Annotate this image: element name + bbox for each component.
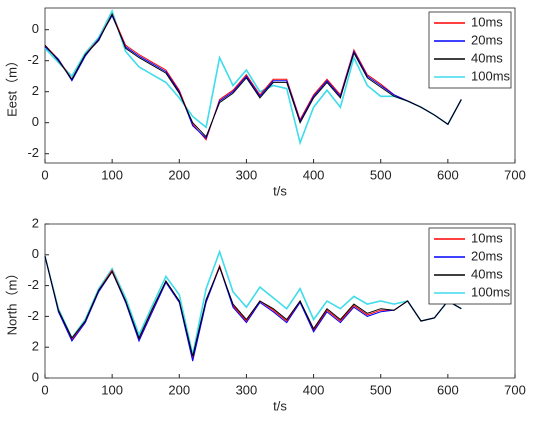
legend-label: 10ms bbox=[471, 14, 503, 29]
y-tick-label: -2 bbox=[27, 308, 39, 323]
y-tick-label: 2 bbox=[32, 339, 39, 354]
legend-label: 40ms bbox=[471, 50, 503, 65]
x-tick-label: 0 bbox=[41, 382, 48, 397]
legend-label: 20ms bbox=[471, 32, 503, 47]
y-tick-label: -2 bbox=[27, 145, 39, 160]
x-tick-label: 400 bbox=[303, 167, 325, 182]
legend-box bbox=[428, 11, 512, 89]
legend-label: 100ms bbox=[471, 68, 511, 83]
x-tick-label: 600 bbox=[437, 167, 459, 182]
x-tick-label: 100 bbox=[101, 382, 123, 397]
x-tick-label: 0 bbox=[41, 167, 48, 182]
y-tick-label: -2 bbox=[27, 52, 39, 67]
y-tick-label: 0 bbox=[32, 114, 39, 129]
x-tick-label: 200 bbox=[168, 167, 190, 182]
series-line bbox=[44, 12, 462, 138]
series-line bbox=[44, 256, 462, 357]
y-tick-label: 0 bbox=[32, 369, 39, 384]
x-tick-label: 500 bbox=[370, 382, 392, 397]
y-tick-label: 0 bbox=[32, 246, 39, 261]
legend-box bbox=[428, 227, 512, 305]
x-tick-label: 500 bbox=[370, 167, 392, 182]
series-line bbox=[44, 9, 463, 146]
y-axis-label: North（m） bbox=[4, 267, 19, 336]
legend-label: 40ms bbox=[471, 266, 503, 281]
x-axis-label: t/s bbox=[273, 183, 287, 198]
y-axis-label: Eest（m） bbox=[4, 54, 19, 117]
legend-label: 10ms bbox=[471, 230, 503, 245]
x-tick-label: 100 bbox=[101, 167, 123, 182]
x-tick-label: 200 bbox=[168, 382, 190, 397]
series-line bbox=[44, 249, 462, 356]
y-tick-label: 0 bbox=[32, 21, 39, 36]
x-tick-label: 700 bbox=[504, 382, 526, 397]
x-axis-label: t/s bbox=[273, 398, 287, 413]
y-tick-label: 2 bbox=[32, 83, 39, 98]
legend-label: 100ms bbox=[471, 284, 511, 299]
x-tick-label: 300 bbox=[236, 382, 258, 397]
x-tick-label: 400 bbox=[303, 382, 325, 397]
y-tick-label: 2 bbox=[32, 215, 39, 230]
legend-label: 20ms bbox=[471, 248, 503, 263]
y-tick-label: -2 bbox=[27, 277, 39, 292]
x-tick-label: 600 bbox=[437, 382, 459, 397]
x-tick-label: 700 bbox=[504, 167, 526, 182]
x-tick-label: 300 bbox=[236, 167, 258, 182]
